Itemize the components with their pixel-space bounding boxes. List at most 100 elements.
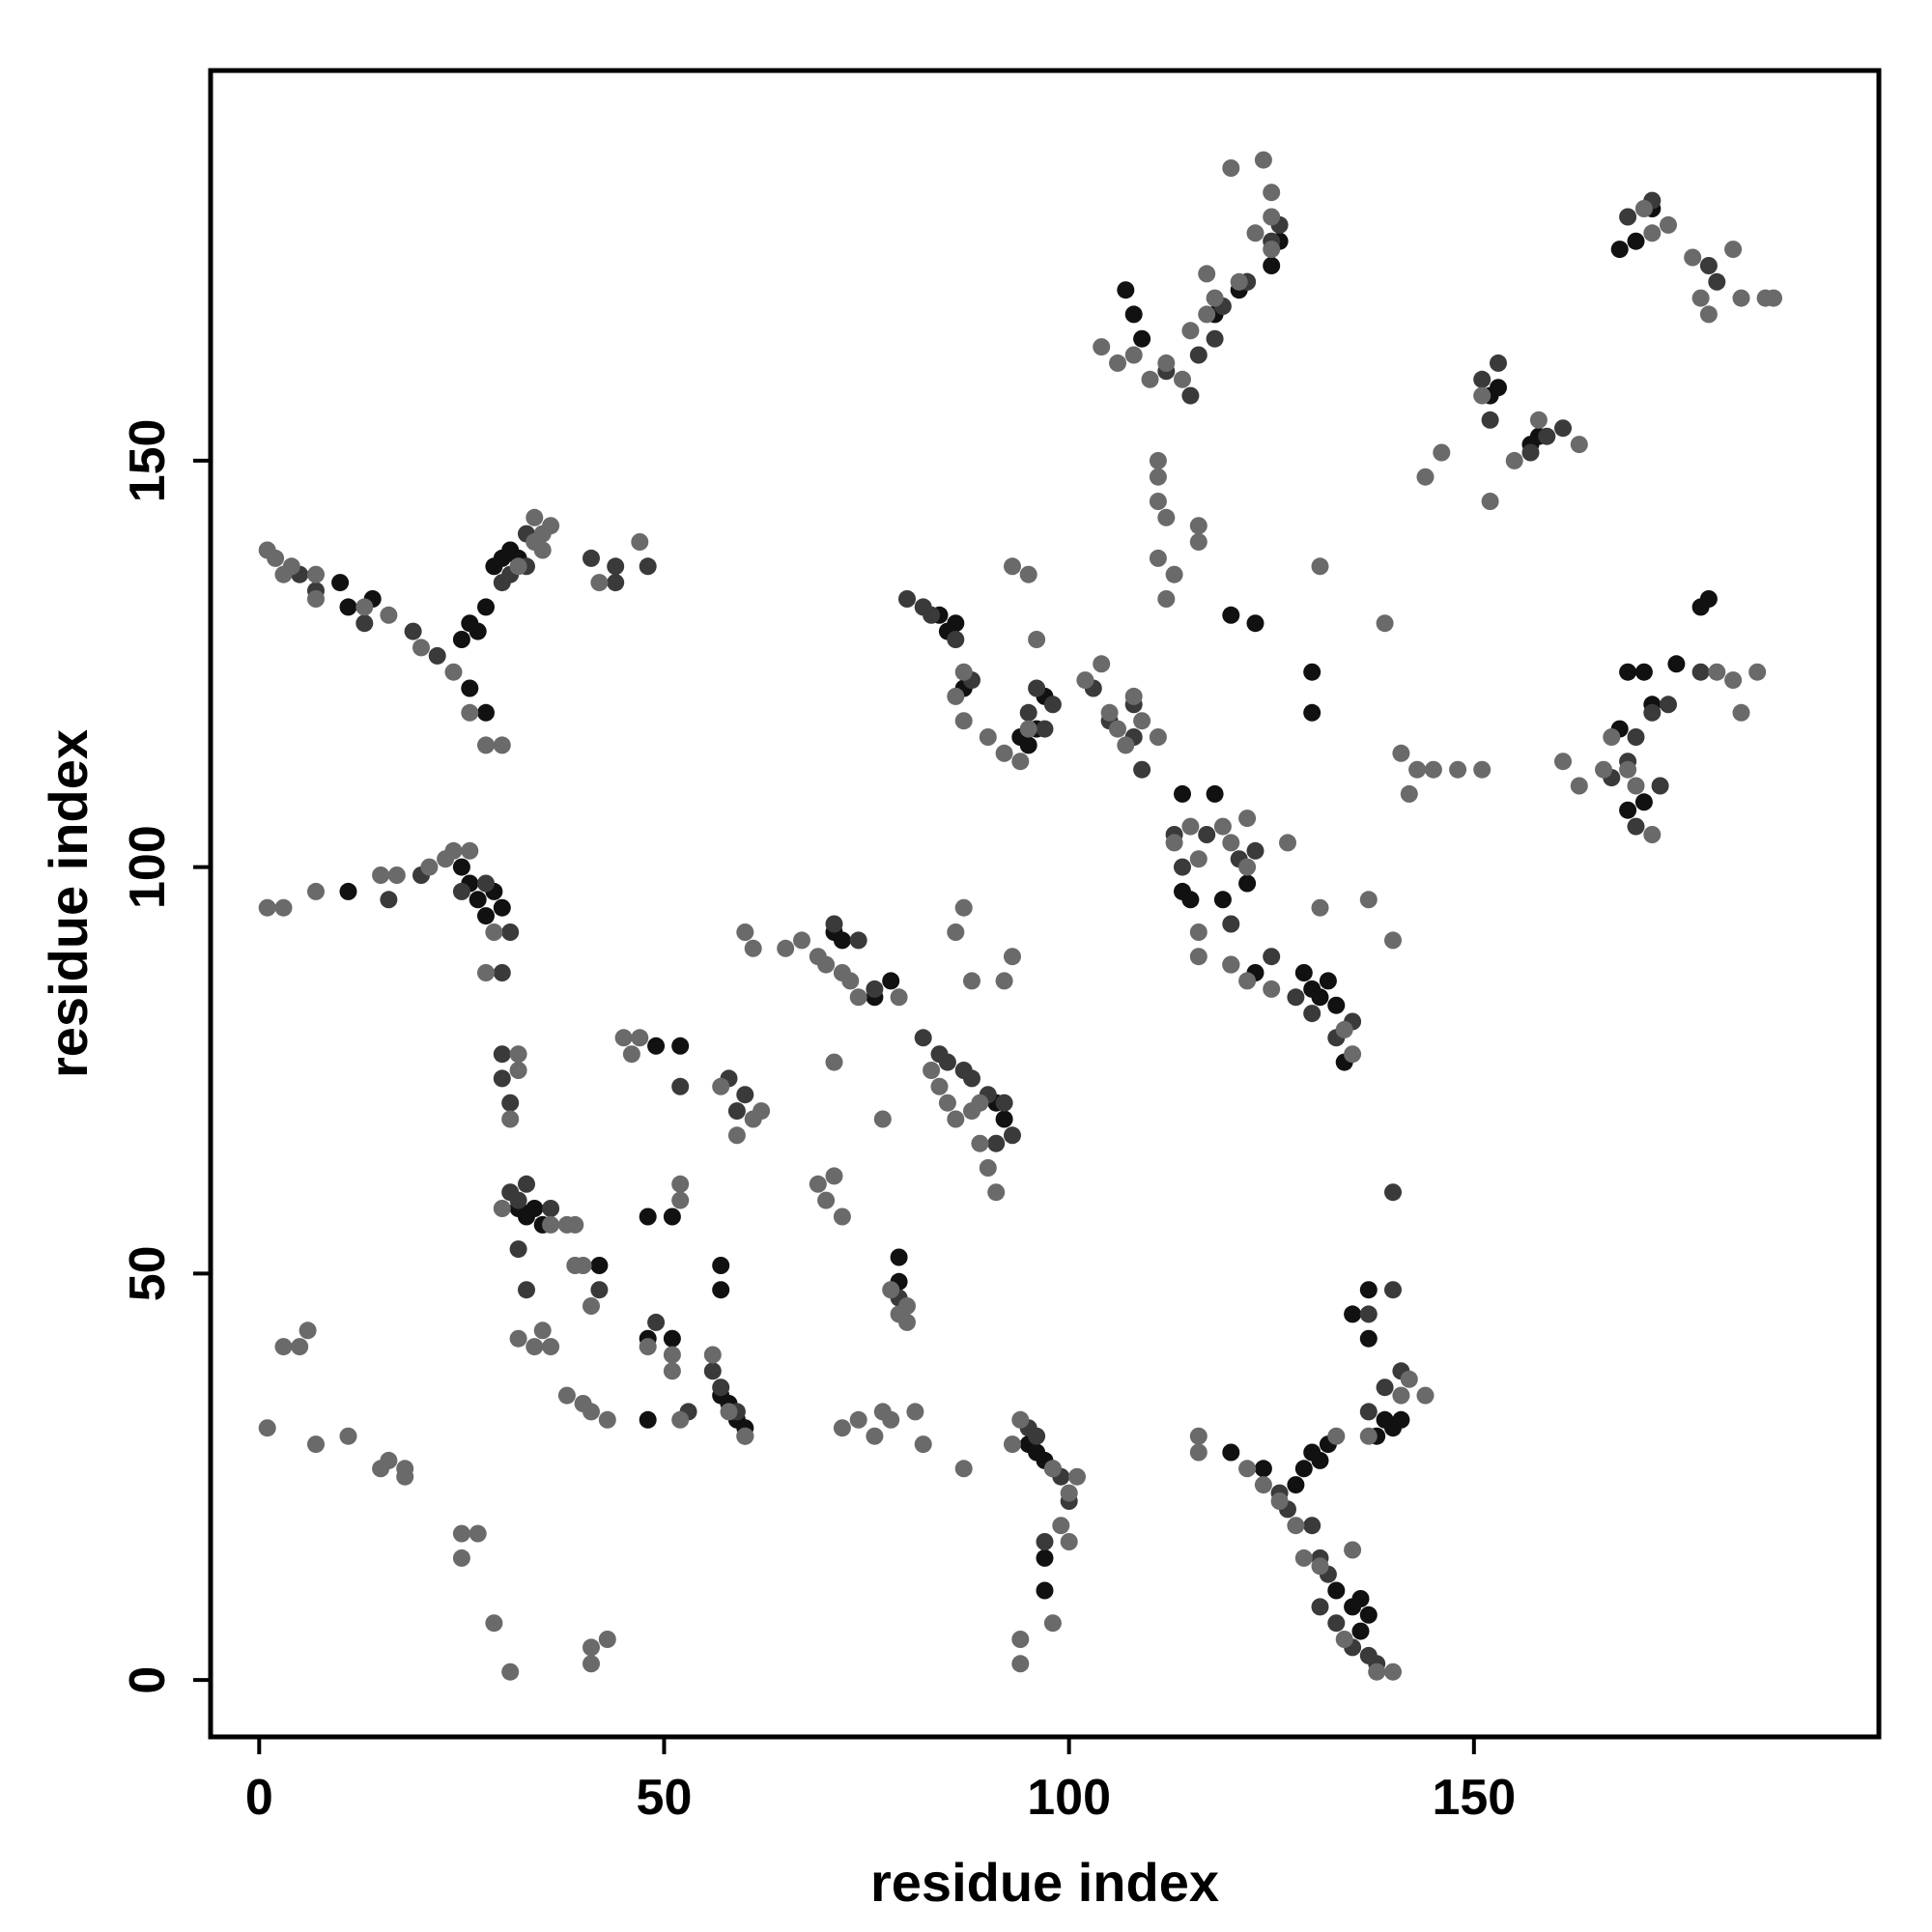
contact-point	[954, 898, 973, 917]
contact-point	[1424, 760, 1442, 779]
contact-point	[1287, 1476, 1305, 1494]
contact-point	[1691, 289, 1710, 307]
contact-point	[1643, 703, 1662, 722]
contact-point	[1294, 964, 1313, 981]
contact-point	[947, 1110, 965, 1128]
contact-point	[1691, 663, 1710, 681]
contact-point	[1481, 411, 1499, 429]
contact-point	[1043, 1614, 1062, 1633]
contact-point	[1521, 443, 1540, 462]
contact-point	[1004, 557, 1021, 576]
contact-point	[1724, 671, 1743, 690]
contact-point	[898, 1297, 916, 1315]
contact-point	[1117, 736, 1135, 754]
contact-point	[882, 972, 900, 990]
contact-point	[1109, 720, 1126, 738]
contact-point	[1724, 241, 1743, 259]
contact-point	[477, 874, 495, 893]
contact-point	[712, 1257, 730, 1274]
y-tick-label: 100	[120, 825, 176, 909]
contact-point	[461, 841, 479, 860]
contact-point	[1181, 386, 1200, 405]
contact-point	[380, 891, 398, 909]
contact-point	[1246, 614, 1264, 633]
contact-point	[1400, 1370, 1418, 1388]
contact-point	[979, 1159, 997, 1177]
contact-point	[1157, 590, 1176, 608]
contact-point	[736, 1086, 754, 1104]
contact-point	[1181, 891, 1200, 909]
contact-point	[1473, 386, 1492, 405]
contact-point	[1376, 614, 1394, 633]
contact-point	[452, 1548, 470, 1567]
contact-point	[339, 1427, 357, 1445]
contact-point	[671, 1410, 690, 1429]
contact-point	[727, 1102, 746, 1121]
contact-point	[1287, 988, 1305, 1007]
contact-point	[1068, 1467, 1086, 1486]
contact-point	[987, 1134, 1006, 1152]
contact-point	[1263, 208, 1281, 226]
contact-point	[1627, 777, 1645, 795]
contact-point	[849, 988, 867, 1007]
contact-point	[607, 557, 625, 576]
contact-point	[995, 744, 1013, 762]
contact-point	[1311, 898, 1329, 917]
contact-point	[825, 915, 843, 933]
contact-point	[1490, 354, 1507, 372]
contact-point	[1189, 850, 1208, 868]
contact-point	[809, 1175, 827, 1193]
contact-point	[339, 598, 357, 616]
contact-point	[526, 1200, 544, 1217]
contact-point	[1254, 151, 1272, 169]
contact-point	[1327, 1581, 1346, 1600]
contact-point	[1206, 329, 1224, 348]
contact-point	[744, 939, 762, 957]
contact-point	[1392, 1386, 1410, 1405]
contact-point	[1384, 1183, 1402, 1202]
contact-point	[493, 736, 511, 754]
contact-point	[509, 1329, 527, 1348]
contact-point	[1610, 241, 1629, 259]
contact-point	[307, 590, 325, 608]
contact-point	[1627, 817, 1645, 836]
contact-point	[663, 1362, 681, 1380]
contact-point	[898, 1313, 916, 1331]
contact-point	[671, 1175, 690, 1193]
contact-point	[1400, 784, 1418, 803]
contact-point	[274, 898, 293, 917]
contact-point	[671, 1077, 690, 1095]
contact-point	[1473, 370, 1492, 388]
contact-point	[914, 1029, 932, 1047]
contact-point	[1117, 281, 1135, 299]
contact-point	[267, 549, 285, 567]
contact-point	[1335, 1020, 1353, 1038]
contact-point	[1263, 948, 1281, 966]
contact-point	[509, 1045, 527, 1064]
contact-point	[1708, 663, 1726, 681]
contact-point	[1335, 1631, 1353, 1648]
contact-point	[1481, 493, 1499, 510]
contact-point	[1189, 517, 1208, 535]
contact-point	[1019, 703, 1037, 722]
contact-point	[452, 631, 470, 648]
contact-point	[841, 972, 860, 990]
contact-point	[533, 541, 552, 559]
contact-point	[533, 1321, 552, 1340]
contact-point	[607, 574, 625, 592]
contact-point	[1351, 1622, 1370, 1640]
contact-point	[1149, 493, 1167, 510]
contact-point	[1076, 671, 1094, 690]
contact-point	[509, 1191, 527, 1209]
contact-point	[1384, 931, 1402, 950]
contact-point	[1529, 411, 1548, 429]
contact-point	[582, 1403, 600, 1421]
contact-point	[720, 1403, 738, 1421]
y-axis: 0 50 100 150	[120, 419, 211, 1694]
contact-point	[930, 1077, 949, 1095]
contact-point	[1708, 272, 1726, 291]
contact-point	[1157, 354, 1176, 372]
contact-point	[1004, 948, 1021, 966]
contact-point	[1206, 784, 1224, 803]
contact-point	[1222, 1443, 1240, 1462]
